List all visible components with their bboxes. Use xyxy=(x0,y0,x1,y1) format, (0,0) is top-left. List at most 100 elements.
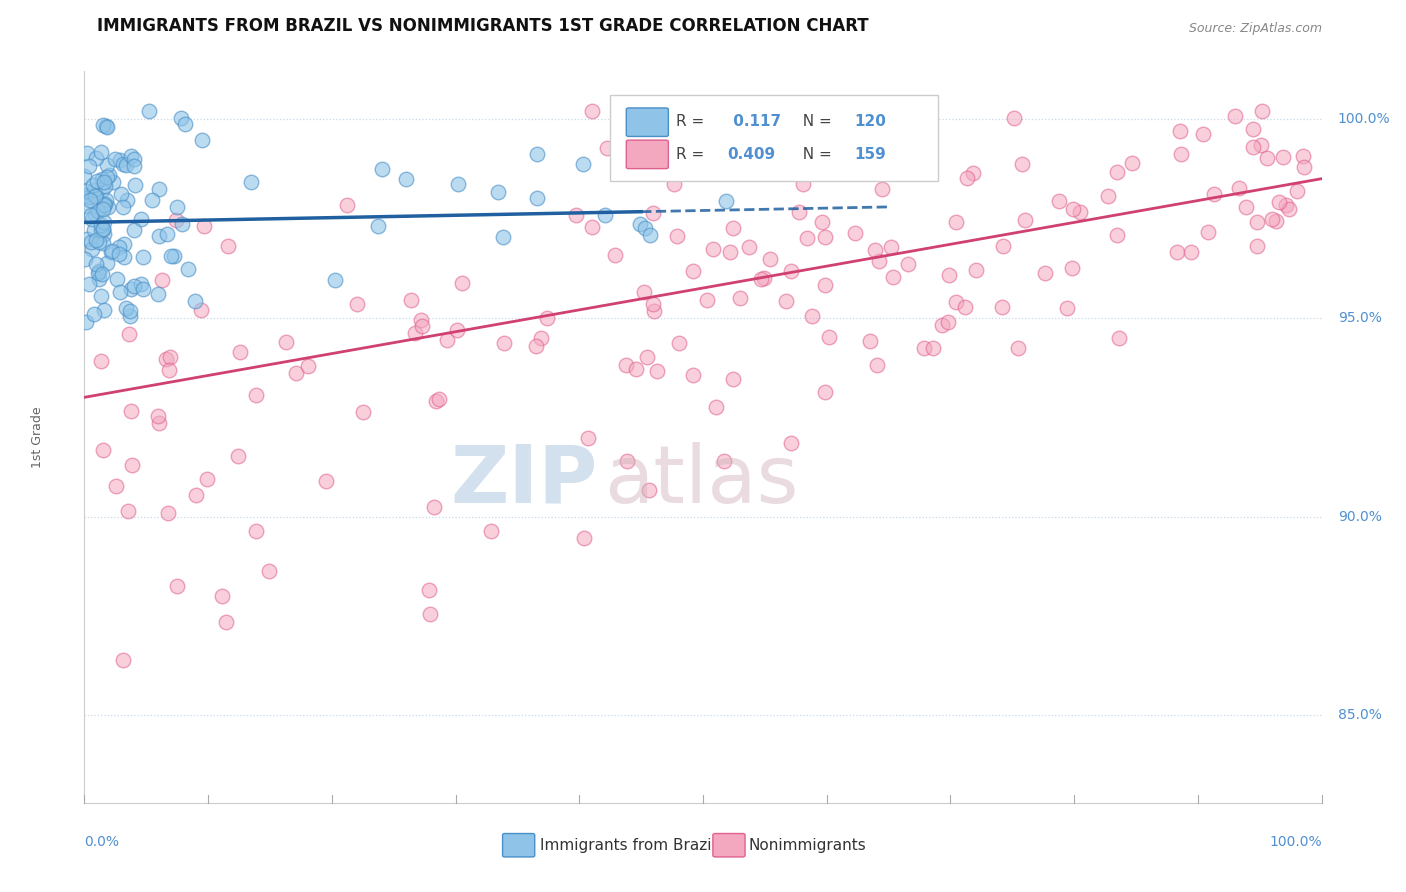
Point xyxy=(91,183,114,197)
Point xyxy=(122,152,145,166)
FancyBboxPatch shape xyxy=(502,833,534,857)
Point xyxy=(411,318,433,333)
Point xyxy=(749,271,772,285)
Point xyxy=(191,133,214,147)
Point xyxy=(83,223,105,237)
Point xyxy=(87,264,110,278)
Point xyxy=(814,278,837,293)
Point xyxy=(1121,156,1143,170)
Point xyxy=(1047,194,1070,208)
Point xyxy=(120,282,142,296)
Text: 0.0%: 0.0% xyxy=(84,835,120,848)
Point xyxy=(93,222,115,236)
Point xyxy=(84,257,107,271)
Point xyxy=(87,235,110,249)
Point xyxy=(93,198,115,212)
Point xyxy=(91,118,114,132)
Point xyxy=(117,193,139,207)
Point xyxy=(90,289,112,303)
Point xyxy=(94,197,117,211)
Point xyxy=(323,273,346,287)
Point xyxy=(108,246,131,260)
Point xyxy=(581,220,603,235)
Point xyxy=(662,178,685,192)
Text: atlas: atlas xyxy=(605,442,799,520)
Point xyxy=(447,177,470,191)
Point xyxy=(1256,151,1278,165)
Point xyxy=(148,182,170,196)
Point xyxy=(96,256,118,270)
Point xyxy=(76,146,98,161)
Text: ZIP: ZIP xyxy=(450,442,598,520)
Point xyxy=(276,334,298,349)
Point xyxy=(1272,150,1295,164)
Point xyxy=(779,264,801,278)
Point xyxy=(574,531,596,545)
Point xyxy=(172,217,194,231)
Point xyxy=(177,262,200,277)
Point xyxy=(524,339,547,353)
Point xyxy=(93,221,115,235)
Text: 1st Grade: 1st Grade xyxy=(31,406,44,468)
Point xyxy=(565,208,588,222)
Point xyxy=(84,188,107,202)
Point xyxy=(721,372,744,386)
Point xyxy=(787,205,810,219)
Point xyxy=(186,488,208,502)
Point xyxy=(371,162,394,177)
Point xyxy=(96,120,118,134)
Point xyxy=(638,228,661,243)
Point xyxy=(90,223,112,237)
Point xyxy=(945,295,967,310)
Point xyxy=(859,334,882,349)
Point xyxy=(150,273,173,287)
Text: 90.0%: 90.0% xyxy=(1337,509,1382,524)
Point xyxy=(713,454,735,468)
Point xyxy=(801,309,824,323)
Point xyxy=(1241,140,1264,154)
Point xyxy=(94,193,117,207)
Point xyxy=(89,272,111,286)
Point xyxy=(87,266,110,280)
Point xyxy=(1285,184,1308,198)
Point xyxy=(581,104,603,119)
Point xyxy=(124,178,146,193)
Point xyxy=(844,227,866,241)
Point xyxy=(346,297,368,311)
Point xyxy=(880,240,903,254)
Point xyxy=(77,277,100,291)
Point xyxy=(79,208,101,222)
Point xyxy=(93,302,115,317)
Point xyxy=(780,436,803,450)
Point xyxy=(643,296,665,310)
Text: 85.0%: 85.0% xyxy=(1337,708,1382,723)
Point xyxy=(112,237,135,252)
Point xyxy=(159,351,181,365)
Text: Source: ZipAtlas.com: Source: ZipAtlas.com xyxy=(1188,21,1322,35)
Point xyxy=(931,318,953,332)
Point xyxy=(157,363,180,377)
Point xyxy=(1292,160,1315,174)
Point xyxy=(257,564,280,578)
Point xyxy=(75,252,97,267)
Point xyxy=(121,458,143,472)
Point xyxy=(120,149,142,163)
Point xyxy=(718,244,741,259)
Point xyxy=(1107,228,1129,243)
Point xyxy=(129,277,152,291)
Point xyxy=(76,232,98,246)
Point xyxy=(536,310,558,325)
Point xyxy=(993,239,1015,253)
Text: IMMIGRANTS FROM BRAZIL VS NONIMMIGRANTS 1ST GRADE CORRELATION CHART: IMMIGRANTS FROM BRAZIL VS NONIMMIGRANTS … xyxy=(97,17,869,35)
Point xyxy=(285,367,308,381)
Point xyxy=(638,483,661,497)
Point xyxy=(83,207,105,221)
Point xyxy=(84,151,107,165)
Text: R =: R = xyxy=(676,114,709,129)
Point xyxy=(953,300,976,314)
Point xyxy=(1246,215,1268,229)
Point xyxy=(704,400,727,414)
Point xyxy=(1265,214,1288,228)
Point xyxy=(945,215,967,229)
Point xyxy=(115,158,138,172)
